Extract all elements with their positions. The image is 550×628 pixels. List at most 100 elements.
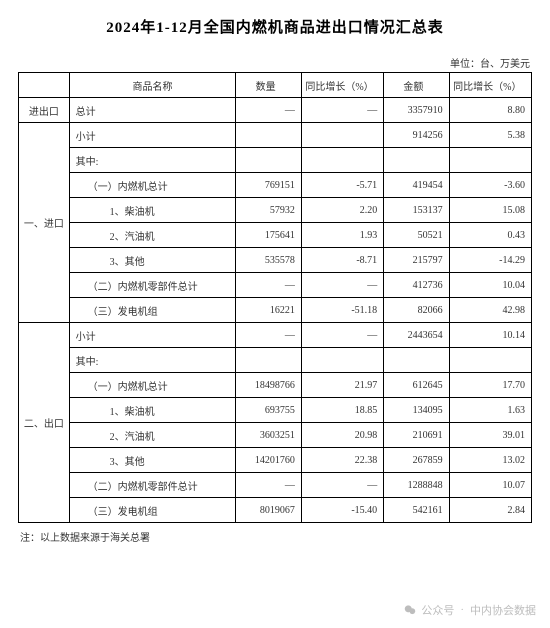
table-row: 2、汽油机1756411.93505210.43 (19, 223, 532, 248)
col-header-name: 商品名称 (69, 73, 236, 98)
qty-cell: 16221 (236, 298, 301, 323)
qty-cell: — (236, 323, 301, 348)
name-cell: 小计 (69, 123, 236, 148)
watermark-sep: · (460, 604, 464, 616)
amount-growth-cell: 42.98 (449, 298, 531, 323)
name-cell: 小计 (69, 323, 236, 348)
amount-cell: 215797 (384, 248, 449, 273)
table-row: （二）内燃机零部件总计——128884810.07 (19, 473, 532, 498)
qty-growth-cell: 21.97 (301, 373, 383, 398)
amount-cell: 419454 (384, 173, 449, 198)
amount-cell: 914256 (384, 123, 449, 148)
col-header-section (19, 73, 70, 98)
table-row: 2、汽油机360325120.9821069139.01 (19, 423, 532, 448)
table-row: 1、柴油机579322.2015313715.08 (19, 198, 532, 223)
qty-cell: 535578 (236, 248, 301, 273)
amount-cell: 134095 (384, 398, 449, 423)
amount-growth-cell: 15.08 (449, 198, 531, 223)
page-title: 2024年1-12月全国内燃机商品进出口情况汇总表 (18, 16, 532, 37)
name-cell: （三）发电机组 (69, 498, 236, 523)
qty-growth-cell: — (301, 273, 383, 298)
table-row: 一、进口小计9142565.38 (19, 123, 532, 148)
name-cell: 总计 (69, 98, 236, 123)
qty-growth-cell: 22.38 (301, 448, 383, 473)
name-cell: （二）内燃机零部件总计 (69, 473, 236, 498)
name-cell: 1、柴油机 (69, 198, 236, 223)
amount-growth-cell: 2.84 (449, 498, 531, 523)
qty-growth-cell (301, 123, 383, 148)
table-row: 进出口总计——33579108.80 (19, 98, 532, 123)
qty-growth-cell: 18.85 (301, 398, 383, 423)
amount-cell (384, 148, 449, 173)
amount-cell: 210691 (384, 423, 449, 448)
watermark: 公众号 · 中内协会数据 (403, 602, 536, 618)
amount-cell: 412736 (384, 273, 449, 298)
qty-growth-cell (301, 148, 383, 173)
amount-cell: 1288848 (384, 473, 449, 498)
amount-growth-cell: -14.29 (449, 248, 531, 273)
table-row: （一）内燃机总计1849876621.9761264517.70 (19, 373, 532, 398)
amount-cell: 82066 (384, 298, 449, 323)
summary-table: 商品名称 数量 同比增长（%） 金额 同比增长（%） 进出口总计——335791… (18, 72, 532, 523)
amount-growth-cell: 1.63 (449, 398, 531, 423)
name-cell: 其中: (69, 348, 236, 373)
qty-cell: 769151 (236, 173, 301, 198)
table-row: （二）内燃机零部件总计——41273610.04 (19, 273, 532, 298)
section-cell: 一、进口 (19, 123, 70, 323)
name-cell: 2、汽油机 (69, 223, 236, 248)
name-cell: 其中: (69, 148, 236, 173)
amount-cell: 612645 (384, 373, 449, 398)
section-cell: 进出口 (19, 98, 70, 123)
amount-growth-cell: 39.01 (449, 423, 531, 448)
qty-growth-cell: -51.18 (301, 298, 383, 323)
name-cell: 3、其他 (69, 448, 236, 473)
amount-growth-cell (449, 148, 531, 173)
qty-growth-cell (301, 348, 383, 373)
qty-growth-cell: 2.20 (301, 198, 383, 223)
amount-cell: 153137 (384, 198, 449, 223)
qty-growth-cell: — (301, 473, 383, 498)
amount-cell: 542161 (384, 498, 449, 523)
qty-cell: — (236, 473, 301, 498)
amount-growth-cell: 8.80 (449, 98, 531, 123)
name-cell: 1、柴油机 (69, 398, 236, 423)
qty-growth-cell: 20.98 (301, 423, 383, 448)
name-cell: （二）内燃机零部件总计 (69, 273, 236, 298)
name-cell: （一）内燃机总计 (69, 173, 236, 198)
qty-growth-cell: -8.71 (301, 248, 383, 273)
qty-cell: 3603251 (236, 423, 301, 448)
qty-cell: 14201760 (236, 448, 301, 473)
col-header-qty: 数量 (236, 73, 301, 98)
name-cell: （三）发电机组 (69, 298, 236, 323)
table-row: 二、出口小计——244365410.14 (19, 323, 532, 348)
amount-growth-cell: 10.14 (449, 323, 531, 348)
qty-growth-cell: — (301, 98, 383, 123)
watermark-prefix: 公众号 (421, 602, 454, 618)
qty-cell: 175641 (236, 223, 301, 248)
amount-growth-cell: 10.04 (449, 273, 531, 298)
amount-growth-cell (449, 348, 531, 373)
qty-growth-cell: -5.71 (301, 173, 383, 198)
amount-cell: 2443654 (384, 323, 449, 348)
qty-growth-cell: — (301, 323, 383, 348)
header-row: 商品名称 数量 同比增长（%） 金额 同比增长（%） (19, 73, 532, 98)
qty-cell (236, 348, 301, 373)
qty-cell: 18498766 (236, 373, 301, 398)
amount-cell: 50521 (384, 223, 449, 248)
amount-growth-cell: -3.60 (449, 173, 531, 198)
table-row: （三）发电机组16221-51.188206642.98 (19, 298, 532, 323)
table-row: 其中: (19, 148, 532, 173)
qty-cell (236, 123, 301, 148)
name-cell: （一）内燃机总计 (69, 373, 236, 398)
name-cell: 2、汽油机 (69, 423, 236, 448)
unit-label: 单位：台、万美元 (18, 55, 532, 70)
wechat-icon (403, 603, 417, 617)
watermark-name: 中内协会数据 (470, 602, 536, 618)
amount-growth-cell: 0.43 (449, 223, 531, 248)
qty-cell: 8019067 (236, 498, 301, 523)
amount-growth-cell: 13.02 (449, 448, 531, 473)
amount-cell: 3357910 (384, 98, 449, 123)
col-header-qty-growth: 同比增长（%） (301, 73, 383, 98)
table-row: 1、柴油机69375518.851340951.63 (19, 398, 532, 423)
table-row: 3、其他1420176022.3826785913.02 (19, 448, 532, 473)
